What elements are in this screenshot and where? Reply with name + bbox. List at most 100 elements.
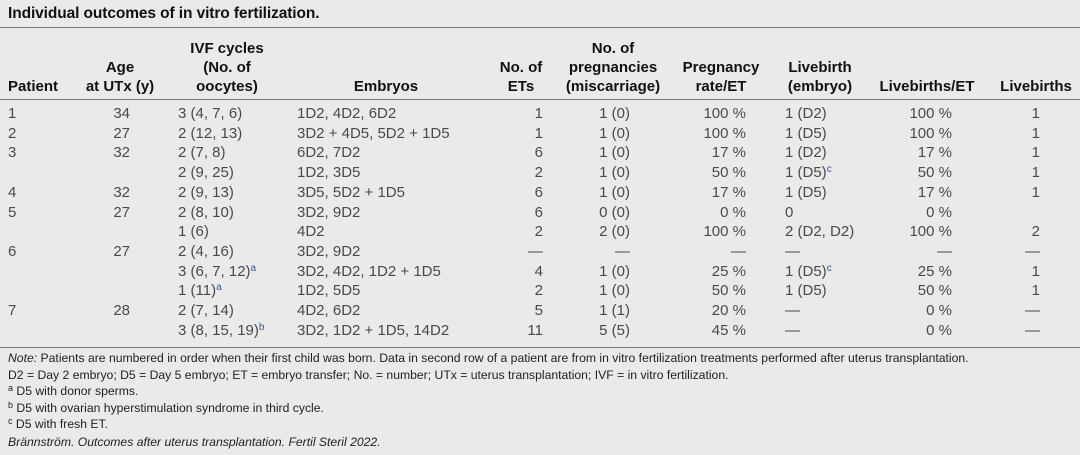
cell-lbet: 100 % xyxy=(909,104,952,123)
cell-lbs-text: 1 xyxy=(1031,164,1040,182)
header-age-line: Age xyxy=(105,59,135,76)
cell-ets: 2 xyxy=(535,222,543,241)
cell-embryos: 3D2, 9D2 xyxy=(297,242,360,261)
cell-ets: 6 xyxy=(535,143,543,162)
cell-ivf-text: 3 (6, 7, 12) xyxy=(178,262,251,280)
cell-embryos-text: 3D2, 9D2 xyxy=(297,242,361,260)
header-embryos-line: Embryos xyxy=(353,78,419,95)
cell-lb: 1 (D2) xyxy=(785,104,827,123)
cell-preg: — xyxy=(615,242,630,261)
cell-embryos-text: 4D2, 6D2 xyxy=(297,302,361,319)
cell-rate-text: 100 % xyxy=(703,223,746,241)
header-ets-line: ETs xyxy=(507,78,535,95)
cell-embryos-text: 1D2, 3D5 xyxy=(297,164,361,182)
header-ivf: IVF cycles (No. of oocytes) xyxy=(190,39,263,96)
cell-ivf: 2 (7, 8) xyxy=(178,143,226,162)
cell-ets-text: — xyxy=(528,242,543,260)
top-rule xyxy=(0,27,1080,28)
cell-preg: 1 (0) xyxy=(599,163,630,182)
cell-embryos-text: 1D2, 5D5 xyxy=(297,282,361,300)
cell-preg: 5 (5) xyxy=(599,321,630,340)
cell-preg: 1 (0) xyxy=(599,262,630,281)
cell-embryos: 4D2, 6D2 xyxy=(297,301,360,320)
note-label: Note: xyxy=(8,351,38,365)
note-line: Note: Patients are numbered in order whe… xyxy=(8,350,1073,367)
cell-patient-text: 3 xyxy=(8,144,17,162)
cell-ets-text: 6 xyxy=(534,203,543,221)
header-ivf-line: (No. of xyxy=(203,59,251,76)
cell-lbet-text: — xyxy=(937,242,952,260)
header-ivf-line: oocytes) xyxy=(196,78,258,95)
cell-lbs-text: 1 xyxy=(1031,144,1040,162)
cell-lbet: 17 % xyxy=(918,183,952,202)
cell-age-text: 32 xyxy=(113,144,130,162)
cell-lbs: — xyxy=(1025,242,1040,261)
cell-preg-text: 5 (5) xyxy=(599,321,630,339)
cell-embryos: 3D5, 5D2 + 1D5 xyxy=(297,183,405,202)
header-pregrate-line: Pregnancy xyxy=(682,59,760,76)
footnote-a: a D5 with donor sperms. xyxy=(8,383,1073,400)
cell-rate: 20 % xyxy=(712,301,746,320)
cell-patient-text: 4 xyxy=(8,183,17,201)
cell-lbet-text: 0 % xyxy=(926,203,952,221)
header-livebirth-line: Livebirth xyxy=(788,59,852,76)
cell-patient-text: 7 xyxy=(8,302,17,319)
cell-age: 34 xyxy=(113,104,130,123)
cell-embryos-text: 4D2 xyxy=(297,223,325,241)
cell-rate: 45 % xyxy=(712,321,746,340)
cell-embryos: 1D2, 4D2, 6D2 xyxy=(297,104,396,123)
cell-embryos: 6D2, 7D2 xyxy=(297,143,360,162)
cell-patient: 3 xyxy=(8,143,16,162)
cell-ets-text: 6 xyxy=(534,183,543,201)
cell-rate: 17 % xyxy=(712,183,746,202)
cell-ets: — xyxy=(528,242,543,261)
header-rule xyxy=(0,99,1080,100)
cell-preg-text: 1 (0) xyxy=(599,282,630,300)
cell-lbs: 1 xyxy=(1032,143,1040,162)
cell-lbs-text: 2 xyxy=(1031,223,1040,241)
cell-lb: — xyxy=(785,301,800,320)
cell-ets: 5 xyxy=(535,301,543,320)
header-embryos: Embryos xyxy=(354,77,418,96)
cell-ivf-text: 3 (8, 15, 19) xyxy=(178,321,259,339)
cell-lbs-text: 1 xyxy=(1031,183,1040,201)
cell-lbs: 1 xyxy=(1032,183,1040,202)
cell-rate-text: 25 % xyxy=(711,262,746,280)
cell-lbs: 1 xyxy=(1032,104,1040,123)
cell-ets: 1 xyxy=(535,124,543,143)
cell-lbet-text: 17 % xyxy=(917,183,952,201)
cell-ets: 6 xyxy=(535,203,543,222)
cell-ivf: 3 (8, 15, 19)b xyxy=(178,321,264,340)
cell-lbet-text: 25 % xyxy=(917,262,952,280)
cell-ets-text: 2 xyxy=(534,164,543,182)
cell-ets-text: 2 xyxy=(534,282,543,300)
cell-lbs: 1 xyxy=(1032,281,1040,300)
cell-lbs-text: — xyxy=(1025,321,1040,339)
footnote-b-text: D5 with ovarian hyperstimulation syndrom… xyxy=(13,400,324,415)
cell-preg-text: — xyxy=(615,242,630,260)
cell-lbs-text: — xyxy=(1025,302,1040,319)
cell-preg-text: 1 (0) xyxy=(599,183,630,201)
cell-ivf-text: 2 (12, 13) xyxy=(178,124,243,142)
cell-patient-text: 1 xyxy=(8,105,17,122)
cell-ets-text: 5 xyxy=(534,302,543,319)
cell-patient: 4 xyxy=(8,183,16,202)
cell-ets-text: 1 xyxy=(534,105,543,122)
cell-preg: 2 (0) xyxy=(599,222,630,241)
cell-embryos: 1D2, 5D5 xyxy=(297,281,360,300)
cell-ets-text: 2 xyxy=(534,223,543,241)
cell-embryos: 3D2, 9D2 xyxy=(297,203,360,222)
header-pregrate-line: rate/ET xyxy=(695,78,747,95)
cell-rate: — xyxy=(731,242,746,261)
cell-lbet-text: 100 % xyxy=(909,223,952,241)
cell-ets: 2 xyxy=(535,163,543,182)
cell-patient: 5 xyxy=(8,203,16,222)
cell-age-text: 28 xyxy=(113,302,130,319)
abbreviations: D2 = Day 2 embryo; D5 = Day 5 embryo; ET… xyxy=(8,367,729,382)
cell-rate-text: 20 % xyxy=(711,302,746,319)
header-livebirths: Livebirths xyxy=(1000,77,1072,96)
cell-embryos: 3D2, 4D2, 1D2 + 1D5 xyxy=(297,262,441,281)
footnote-marker: c xyxy=(826,164,832,176)
cell-age-text: 34 xyxy=(113,105,130,122)
cell-embryos-text: 3D2, 4D2, 1D2 + 1D5 xyxy=(297,262,441,280)
